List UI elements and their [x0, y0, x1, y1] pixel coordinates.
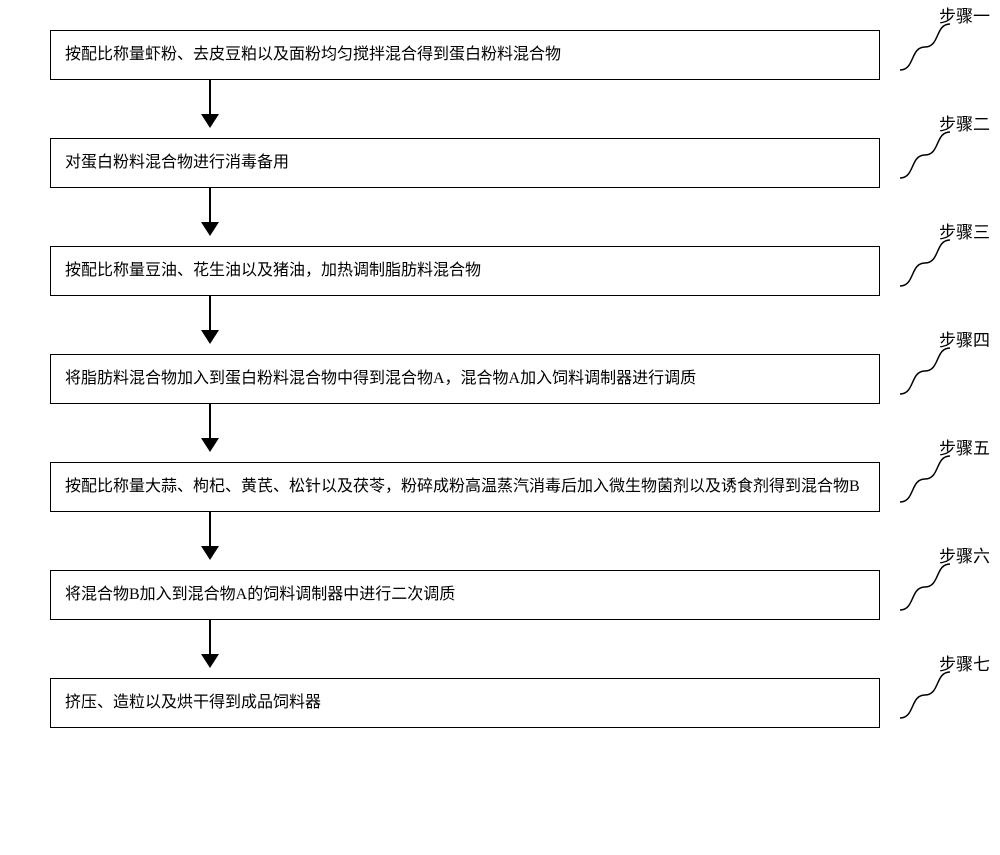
step-text: 对蛋白粉料混合物进行消毒备用 [65, 154, 289, 171]
step-label: 步骤四 [939, 326, 990, 351]
step-row: 按配比称量豆油、花生油以及猪油，加热调制脂肪料混合物 步骤三 [50, 236, 970, 296]
step-box-4: 将脂肪料混合物加入到蛋白粉料混合物中得到混合物A，混合物A加入饲料调制器进行调质 [50, 354, 880, 404]
arrow-down-icon [200, 512, 220, 560]
connector-squiggle [900, 670, 950, 720]
step-box-1: 按配比称量虾粉、去皮豆粕以及面粉均匀搅拌混合得到蛋白粉料混合物 [50, 30, 880, 80]
step-box-7: 挤压、造粒以及烘干得到成品饲料器 [50, 678, 880, 728]
arrow-down-icon [200, 296, 220, 344]
connector-squiggle [900, 562, 950, 612]
step-label: 步骤六 [939, 542, 990, 567]
step-text: 按配比称量豆油、花生油以及猪油，加热调制脂肪料混合物 [65, 262, 481, 279]
step-row: 按配比称量虾粉、去皮豆粕以及面粉均匀搅拌混合得到蛋白粉料混合物 步骤一 [50, 20, 970, 80]
step-text: 按配比称量大蒜、枸杞、黄芪、松针以及茯苓，粉碎成粉高温蒸汽消毒后加入微生物菌剂以… [65, 478, 860, 495]
arrow-wrap [50, 512, 880, 560]
flowchart-container: 按配比称量虾粉、去皮豆粕以及面粉均匀搅拌混合得到蛋白粉料混合物 步骤一 对蛋白粉… [50, 20, 990, 728]
step-label-wrap: 步骤二 [880, 128, 970, 188]
step-label: 步骤五 [939, 434, 990, 459]
connector-squiggle [900, 238, 950, 288]
step-row: 按配比称量大蒜、枸杞、黄芪、松针以及茯苓，粉碎成粉高温蒸汽消毒后加入微生物菌剂以… [50, 452, 970, 512]
arrow-wrap [50, 296, 880, 344]
connector-squiggle [900, 22, 950, 72]
arrow-down-icon [200, 80, 220, 128]
step-label: 步骤一 [939, 2, 990, 27]
arrow-down-icon [200, 188, 220, 236]
step-row: 对蛋白粉料混合物进行消毒备用 步骤二 [50, 128, 970, 188]
arrow-wrap [50, 620, 880, 668]
step-text: 按配比称量虾粉、去皮豆粕以及面粉均匀搅拌混合得到蛋白粉料混合物 [65, 46, 561, 63]
step-text: 将脂肪料混合物加入到蛋白粉料混合物中得到混合物A，混合物A加入饲料调制器进行调质 [65, 370, 696, 387]
step-label: 步骤三 [939, 218, 990, 243]
step-label-wrap: 步骤四 [880, 344, 970, 404]
step-label-wrap: 步骤五 [880, 452, 970, 512]
step-text: 挤压、造粒以及烘干得到成品饲料器 [65, 694, 321, 711]
step-box-6: 将混合物B加入到混合物A的饲料调制器中进行二次调质 [50, 570, 880, 620]
step-row: 将脂肪料混合物加入到蛋白粉料混合物中得到混合物A，混合物A加入饲料调制器进行调质… [50, 344, 970, 404]
connector-squiggle [900, 130, 950, 180]
arrow-wrap [50, 188, 880, 236]
step-label: 步骤二 [939, 110, 990, 135]
step-box-3: 按配比称量豆油、花生油以及猪油，加热调制脂肪料混合物 [50, 246, 880, 296]
arrow-wrap [50, 404, 880, 452]
arrow-down-icon [200, 620, 220, 668]
connector-squiggle [900, 346, 950, 396]
step-row: 将混合物B加入到混合物A的饲料调制器中进行二次调质 步骤六 [50, 560, 970, 620]
connector-squiggle [900, 454, 950, 504]
arrow-down-icon [200, 404, 220, 452]
arrow-wrap [50, 80, 880, 128]
step-label-wrap: 步骤七 [880, 668, 970, 728]
step-label-wrap: 步骤六 [880, 560, 970, 620]
step-row: 挤压、造粒以及烘干得到成品饲料器 步骤七 [50, 668, 970, 728]
step-label: 步骤七 [939, 650, 990, 675]
step-text: 将混合物B加入到混合物A的饲料调制器中进行二次调质 [65, 586, 455, 603]
step-label-wrap: 步骤三 [880, 236, 970, 296]
step-box-5: 按配比称量大蒜、枸杞、黄芪、松针以及茯苓，粉碎成粉高温蒸汽消毒后加入微生物菌剂以… [50, 462, 880, 512]
step-label-wrap: 步骤一 [880, 20, 970, 80]
step-box-2: 对蛋白粉料混合物进行消毒备用 [50, 138, 880, 188]
